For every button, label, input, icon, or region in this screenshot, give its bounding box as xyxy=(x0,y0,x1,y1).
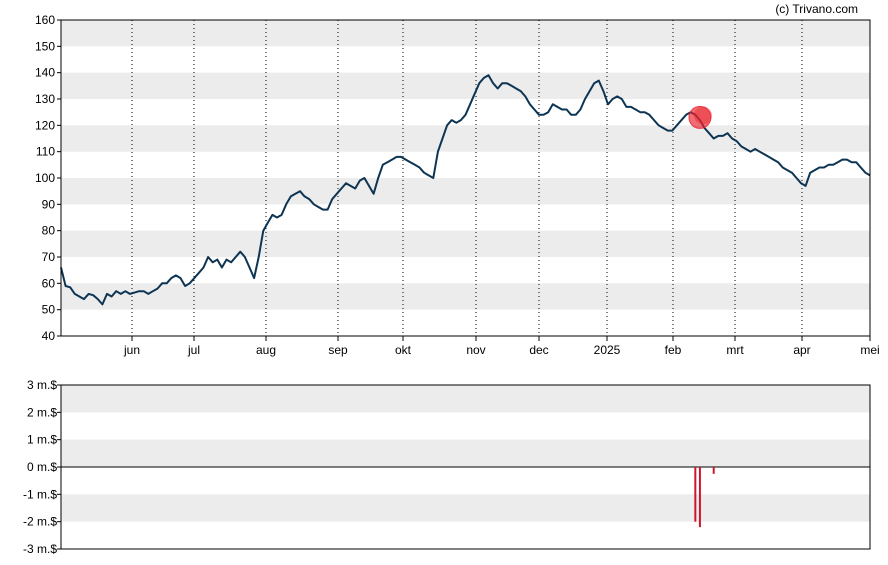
price-x-tick-label: nov xyxy=(466,343,485,357)
price-y-tick-label: 120 xyxy=(35,118,55,132)
price-band xyxy=(61,20,870,47)
price-y-tick-label: 60 xyxy=(42,276,56,290)
volume-y-tick-label: 1 m.$ xyxy=(27,433,57,447)
price-y-tick-label: 40 xyxy=(42,329,56,343)
volume-band xyxy=(61,439,870,467)
price-x-tick-label: okt xyxy=(395,343,412,357)
price-frame xyxy=(60,19,871,337)
price-x-tick-label: 2025 xyxy=(594,343,621,357)
volume-bars xyxy=(694,467,715,528)
price-y-tick-label: 70 xyxy=(42,250,56,264)
price-x-tick-label: feb xyxy=(665,343,682,357)
price-event-marker xyxy=(688,105,712,129)
volume-bands xyxy=(61,385,870,522)
volume-bar xyxy=(698,467,701,528)
volume-y-tick-label: -3 m.$ xyxy=(23,542,57,556)
price-band xyxy=(61,72,870,99)
volume-y-tick-label: 3 m.$ xyxy=(27,378,57,392)
volume-panel: 3 m.$ 2 m.$ 1 m.$ 0 m.$ -1 m.$ -2 m.$ -3 m.$ xyxy=(23,378,871,556)
price-x-tick-label: sep xyxy=(328,343,348,357)
price-x-tick-label: jun xyxy=(123,343,140,357)
volume-bar xyxy=(694,467,697,522)
volume-y-tick-label: 0 m.$ xyxy=(27,460,57,474)
copyright-text: (c) Trivano.com xyxy=(775,2,858,16)
price-y-tick-label: 90 xyxy=(42,197,56,211)
price-markers xyxy=(688,105,712,129)
price-x-tick-label: apr xyxy=(793,343,810,357)
price-x-tick-label: dec xyxy=(529,343,548,357)
price-band xyxy=(61,178,870,205)
volume-y-axis: 3 m.$ 2 m.$ 1 m.$ 0 m.$ -1 m.$ -2 m.$ -3 m.$ xyxy=(23,378,61,556)
price-band xyxy=(61,125,870,152)
volume-bar xyxy=(712,467,715,474)
price-y-tick-label: 110 xyxy=(36,145,55,159)
price-y-axis: 40 50 60 70 80 90 100 110 120 130 140 150 160 xyxy=(35,13,61,343)
volume-band xyxy=(61,494,870,522)
price-x-tick-label: aug xyxy=(256,343,276,357)
price-y-tick-label: 150 xyxy=(35,39,55,53)
price-y-tick-label: 80 xyxy=(42,224,56,238)
price-panel: 40 50 60 70 80 90 100 110 120 130 140 150 160 jun jul… xyxy=(35,13,880,357)
price-x-tick-label: mei xyxy=(860,343,879,357)
volume-band xyxy=(61,385,870,413)
volume-y-tick-label: 2 m.$ xyxy=(27,405,57,419)
price-month-gridlines xyxy=(131,20,803,336)
volume-frame xyxy=(60,384,871,550)
price-x-tick-label: mrt xyxy=(726,343,744,357)
price-y-tick-label: 100 xyxy=(35,171,55,185)
price-x-axis: jun jul aug sep okt nov dec 2025 feb mrt apr mei xyxy=(123,336,880,357)
price-band xyxy=(61,230,870,257)
price-y-tick-label: 140 xyxy=(35,66,55,80)
price-event-marker-overlap xyxy=(693,106,712,125)
volume-y-tick-label: -1 m.$ xyxy=(23,487,57,501)
price-x-tick-label: jul xyxy=(187,343,200,357)
volume-y-tick-label: -2 m.$ xyxy=(23,515,57,529)
price-bands xyxy=(61,20,870,310)
price-series-line xyxy=(60,74,871,306)
price-y-tick-label: 160 xyxy=(35,13,55,27)
price-band xyxy=(61,283,870,310)
price-y-tick-label: 130 xyxy=(35,92,55,106)
price-y-tick-label: 50 xyxy=(42,303,56,317)
